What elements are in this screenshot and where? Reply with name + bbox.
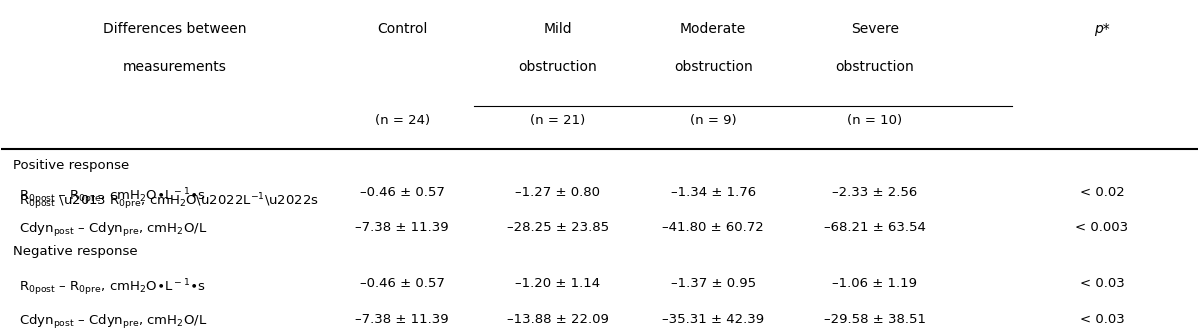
Text: Positive response: Positive response [13, 159, 129, 172]
Text: obstruction: obstruction [674, 60, 753, 75]
Text: –0.46 ± 0.57: –0.46 ± 0.57 [360, 278, 445, 290]
Text: Moderate: Moderate [680, 22, 746, 36]
Text: –35.31 ± 42.39: –35.31 ± 42.39 [662, 313, 764, 326]
Text: –7.38 ± 11.39: –7.38 ± 11.39 [355, 221, 448, 234]
Text: –1.20 ± 1.14: –1.20 ± 1.14 [516, 278, 601, 290]
Text: Cdyn$_{\rm post}$ – Cdyn$_{\rm pre}$, cmH$_{\rm 2}$O/L: Cdyn$_{\rm post}$ – Cdyn$_{\rm pre}$, cm… [19, 221, 207, 239]
Text: Negative response: Negative response [13, 245, 138, 258]
Text: obstruction: obstruction [836, 60, 914, 75]
Text: (n = 21): (n = 21) [530, 114, 585, 127]
Text: Cdyn$_{\rm post}$ – Cdyn$_{\rm pre}$, cmH$_{\rm 2}$O/L: Cdyn$_{\rm post}$ – Cdyn$_{\rm pre}$, cm… [19, 313, 207, 330]
Text: (n = 10): (n = 10) [846, 114, 902, 127]
Text: –41.80 ± 60.72: –41.80 ± 60.72 [662, 221, 764, 234]
Text: –68.21 ± 63.54: –68.21 ± 63.54 [824, 221, 926, 234]
Text: –1.27 ± 0.80: –1.27 ± 0.80 [516, 186, 601, 199]
Text: Differences between: Differences between [103, 22, 247, 36]
Text: R$_{\rm 0post}$ – R$_{\rm 0pre}$, cmH$_{\rm 2}$O$\bullet$L$^{\rm -1}$$\bullet$s: R$_{\rm 0post}$ – R$_{\rm 0pre}$, cmH$_{… [19, 186, 206, 207]
Text: R$_{\mathregular{0post}}$ \u2013 R$_{\mathregular{0pre}}$, cmH$_{\mathregular{2}: R$_{\mathregular{0post}}$ \u2013 R$_{\ma… [19, 192, 319, 213]
Text: –2.33 ± 2.56: –2.33 ± 2.56 [832, 186, 917, 199]
Text: Mild: Mild [543, 22, 572, 36]
Text: Severe: Severe [850, 22, 898, 36]
Text: –1.06 ± 1.19: –1.06 ± 1.19 [832, 278, 917, 290]
Text: –7.38 ± 11.39: –7.38 ± 11.39 [355, 313, 448, 326]
Text: < 0.03: < 0.03 [1079, 313, 1125, 326]
Text: < 0.03: < 0.03 [1079, 278, 1125, 290]
Text: –1.34 ± 1.76: –1.34 ± 1.76 [670, 186, 755, 199]
Text: (n = 24): (n = 24) [374, 114, 429, 127]
Text: p*: p* [1093, 22, 1110, 36]
Text: –13.88 ± 22.09: –13.88 ± 22.09 [507, 313, 609, 326]
Text: Control: Control [376, 22, 427, 36]
Text: –1.37 ± 0.95: –1.37 ± 0.95 [670, 278, 755, 290]
Text: < 0.003: < 0.003 [1076, 221, 1128, 234]
Text: –0.46 ± 0.57: –0.46 ± 0.57 [360, 186, 445, 199]
Text: –29.58 ± 38.51: –29.58 ± 38.51 [824, 313, 926, 326]
Text: measurements: measurements [123, 60, 227, 75]
Text: (n = 9): (n = 9) [689, 114, 736, 127]
Text: < 0.02: < 0.02 [1079, 186, 1125, 199]
Text: –28.25 ± 23.85: –28.25 ± 23.85 [506, 221, 609, 234]
Text: R$_{\rm 0post}$ – R$_{\rm 0pre}$, cmH$_{\rm 2}$O$\bullet$L$^{\rm -1}$$\bullet$s: R$_{\rm 0post}$ – R$_{\rm 0pre}$, cmH$_{… [19, 278, 206, 298]
Text: obstruction: obstruction [518, 60, 597, 75]
